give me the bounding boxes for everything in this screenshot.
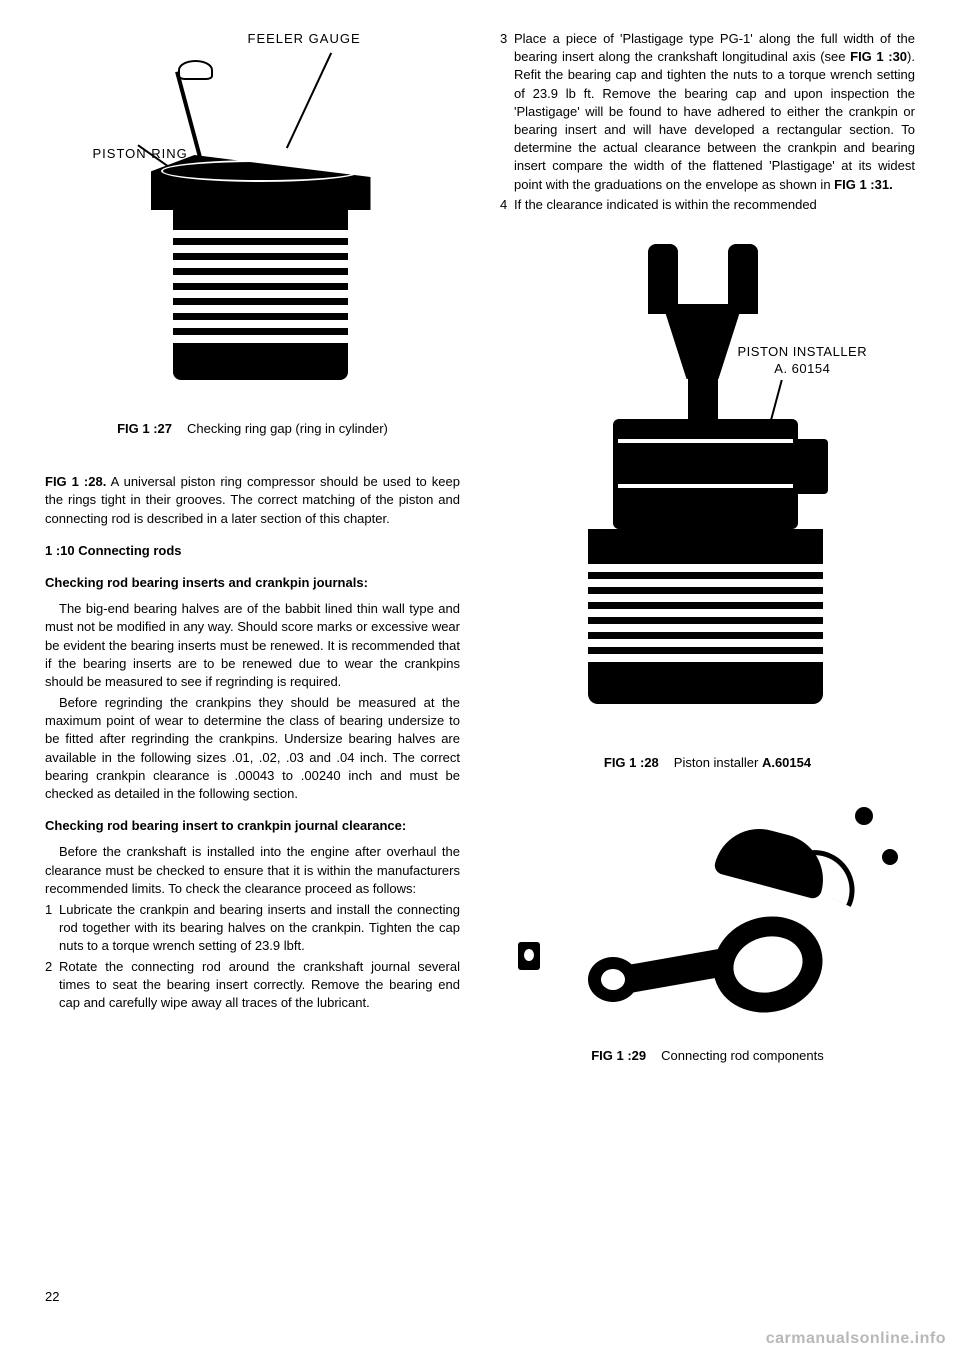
para-before-crankshaft: Before the crankshaft is installed into … <box>45 843 460 898</box>
figure-1-27-drawing: FEELER GAUGE PISTON RING <box>93 30 413 410</box>
fig-1-28-caption: FIG 1 :28Piston installer A.60154 <box>500 754 915 772</box>
page-number: 22 <box>45 1288 59 1306</box>
feeler-gauge-label: FEELER GAUGE <box>248 30 361 48</box>
list-item: 3 Place a piece of 'Plastigage type PG-1… <box>500 30 915 194</box>
piston-installer-label: PISTON INSTALLER A. 60154 <box>738 344 868 378</box>
section-1-10-heading: 1 :10 Connecting rods <box>45 542 460 560</box>
para-regrinding: Before regrinding the crankpins they sho… <box>45 694 460 803</box>
para-bigend: The big-end bearing halves are of the ba… <box>45 600 460 691</box>
subheading-checking-clearance: Checking rod bearing insert to crankpin … <box>45 817 460 835</box>
watermark: carmanualsonline.info <box>766 1328 946 1350</box>
fig-1-29-caption: FIG 1 :29Connecting rod components <box>500 1047 915 1065</box>
list-item: 1 Lubricate the crankpin and bearing ins… <box>45 901 460 956</box>
figure-1-29-drawing <box>518 807 898 1037</box>
figure-1-28-drawing: PISTON INSTALLER A. 60154 <box>533 244 883 744</box>
fig-1-27-caption: FIG 1 :27Checking ring gap (ring in cyli… <box>45 420 460 438</box>
subheading-checking-inserts: Checking rod bearing inserts and crankpi… <box>45 574 460 592</box>
para-fig-1-28-ref: FIG 1 :28. A universal piston ring compr… <box>45 473 460 528</box>
list-item: 4 If the clearance indicated is within t… <box>500 196 915 214</box>
list-item: 2 Rotate the connecting rod around the c… <box>45 958 460 1013</box>
